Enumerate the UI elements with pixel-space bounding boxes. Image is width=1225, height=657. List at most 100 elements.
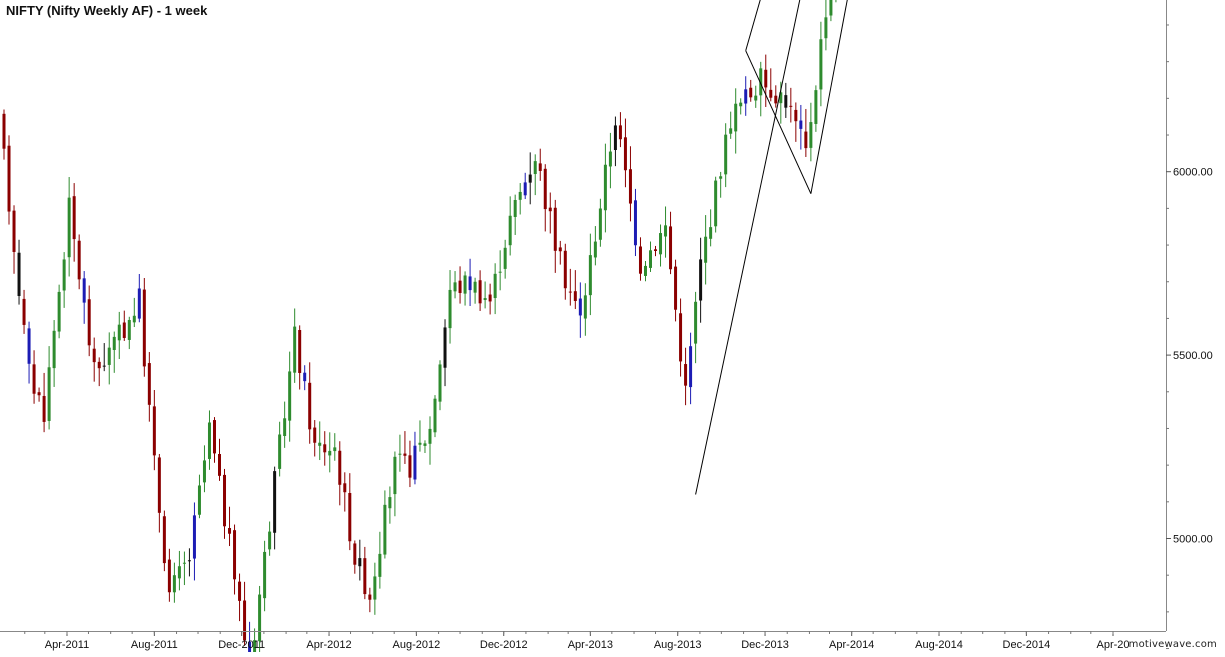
candle-body (613, 125, 617, 150)
candle-body (739, 102, 743, 107)
candle-body (303, 372, 307, 382)
candle-body (448, 289, 452, 329)
candle-body (674, 266, 678, 310)
candle-body (659, 233, 663, 255)
candle-body (348, 493, 352, 542)
candle-body (598, 208, 602, 240)
candle-body (207, 422, 211, 459)
candle-body (814, 90, 818, 124)
candles-layer (2, 0, 837, 657)
candle-body (679, 313, 683, 362)
candle-body (799, 120, 803, 129)
candle-body (749, 87, 753, 98)
candle-body (794, 109, 798, 122)
candle-body (573, 291, 577, 301)
candle-body (92, 348, 96, 363)
candle-body (804, 131, 808, 149)
time-tick-label: Apr-20 (1096, 639, 1129, 651)
candle-body (42, 395, 46, 422)
candle-body (593, 241, 597, 258)
candle-body (62, 259, 66, 291)
candle-body (323, 444, 327, 453)
candle-body (157, 457, 161, 513)
time-tick-label: Aug-2013 (654, 639, 702, 651)
candle-body (82, 278, 86, 303)
candle-body (789, 105, 793, 107)
candle-body (413, 445, 417, 480)
candle-body (273, 471, 277, 533)
candle-body (824, 17, 828, 39)
time-axis[interactable]: Apr-2011 Aug-2011 Dec-2011 Apr-2012 Aug-2012… (0, 631, 1166, 651)
candle-body (393, 456, 397, 495)
candle-body (147, 363, 151, 405)
candle-body (724, 134, 728, 175)
price-axis[interactable]: 5000.005500.006000.006500.007000.007500.… (1166, 0, 1221, 652)
candle-body (233, 530, 237, 580)
candle-body (162, 516, 166, 564)
candle-body (779, 92, 783, 104)
price-tick-label: 5500.00 (1173, 350, 1213, 362)
candle-body (7, 145, 11, 212)
candle-body (719, 176, 723, 179)
price-tick-label: 5000.00 (1173, 534, 1213, 546)
time-tick-label: Aug-2012 (393, 639, 441, 651)
channel-lines-layer (695, 0, 848, 495)
candle-body (363, 558, 367, 595)
candle-body (533, 161, 537, 175)
candle-body (428, 428, 432, 444)
candle-body (458, 280, 462, 293)
candle-body (483, 298, 487, 301)
candle-body (32, 364, 36, 394)
candle-body (704, 236, 708, 263)
candle-body (759, 68, 763, 96)
candle-body (122, 322, 126, 338)
candle-body (77, 240, 81, 280)
candle-body (202, 460, 206, 483)
candle-body (192, 515, 196, 559)
time-tick-label: Apr-2014 (829, 639, 874, 651)
price-tick-label: 6000.00 (1173, 167, 1213, 179)
candle-body (819, 39, 823, 90)
candle-body (699, 259, 703, 301)
candle-body (112, 336, 116, 350)
candle-body (528, 174, 532, 183)
channel-line (695, 0, 801, 495)
candle-body (52, 330, 56, 369)
candle-body (433, 398, 437, 433)
candle-body (212, 420, 216, 454)
candle-body (513, 199, 517, 217)
candle-body (298, 329, 302, 373)
candle-body (764, 69, 768, 88)
candle-body (288, 371, 292, 421)
candle-body (228, 528, 232, 534)
chart-title: NIFTY (Nifty Weekly AF) - 1 week (6, 3, 208, 18)
candle-body (408, 455, 412, 478)
candle-body (633, 200, 637, 246)
time-tick-label: Apr-2013 (568, 639, 613, 651)
candle-body (553, 207, 557, 251)
candle-body (388, 497, 392, 509)
candle-body (784, 95, 788, 108)
candle-body (243, 600, 247, 641)
candle-body (253, 640, 257, 657)
candle-body (87, 299, 91, 346)
candle-body (538, 163, 542, 171)
candle-body (328, 450, 332, 456)
candle-body (438, 364, 442, 402)
candle-body (423, 443, 427, 446)
candle-body (47, 367, 51, 421)
candle-body (543, 168, 547, 210)
candle-body (102, 365, 106, 367)
candle-body (107, 347, 111, 365)
candle-body (258, 594, 262, 642)
candle-body (137, 288, 141, 319)
candle-body (383, 504, 387, 555)
candle-body (508, 215, 512, 246)
time-tick-label: Apr-2012 (306, 639, 351, 651)
candle-body (368, 594, 372, 600)
candle-body (493, 273, 497, 299)
candle-body (403, 453, 407, 456)
candle-body (744, 89, 748, 104)
candle-body (478, 280, 482, 304)
